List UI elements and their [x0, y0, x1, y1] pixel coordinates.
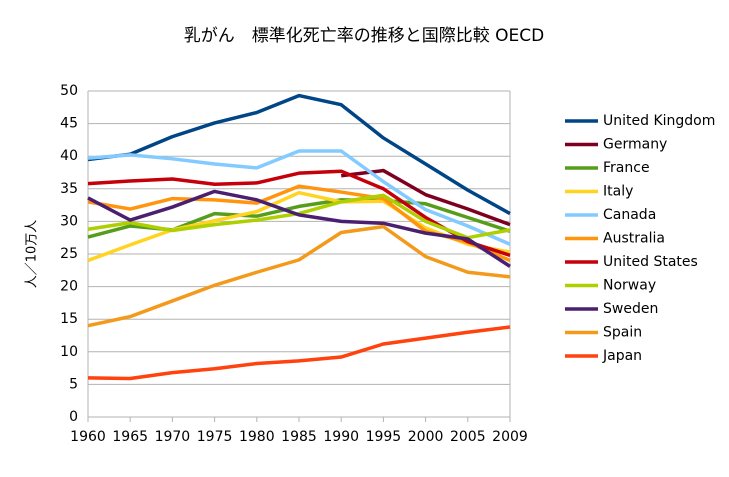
- x-tick-label: 1985: [281, 429, 317, 445]
- x-tick-label: 1960: [70, 429, 106, 445]
- y-tick-label: 45: [60, 116, 78, 132]
- series-line: [87, 149, 511, 246]
- series-line: [87, 325, 511, 381]
- x-tick-label: 1995: [366, 429, 402, 445]
- legend-label: Japan: [602, 348, 642, 364]
- y-axis-label: 人／10万人: [25, 220, 40, 289]
- legend-label: Canada: [603, 207, 656, 223]
- x-tick-label: 1980: [239, 429, 275, 445]
- x-tick-label: 1970: [155, 429, 191, 445]
- series-line: [87, 224, 511, 328]
- legend-label: France: [603, 160, 650, 176]
- x-tick-label: 2000: [408, 429, 444, 445]
- y-tick-label: 35: [60, 181, 78, 197]
- chart-title: 乳がん 標準化死亡率の推移と国際比較 OECD: [184, 26, 545, 46]
- series-line: [87, 93, 511, 216]
- y-tick-label: 40: [60, 148, 78, 164]
- legend-label: United Kingdom: [603, 113, 715, 129]
- y-tick-label: 0: [69, 409, 78, 425]
- legend-label: Sweden: [603, 301, 658, 317]
- y-tick-label: 15: [60, 311, 78, 327]
- legend-label: Australia: [603, 231, 665, 247]
- y-tick-label: 20: [60, 279, 78, 295]
- y-tick-label: 5: [69, 376, 78, 392]
- x-tick-label: 2005: [450, 429, 486, 445]
- legend-label: Germany: [603, 137, 667, 153]
- x-tick-label: 1965: [112, 429, 148, 445]
- y-tick-label: 30: [60, 213, 78, 229]
- y-tick-label: 25: [60, 246, 78, 262]
- legend-label: Norway: [603, 278, 656, 294]
- y-tick-label: 50: [60, 83, 78, 99]
- legend-label: Spain: [603, 325, 642, 341]
- series-line: [87, 189, 511, 268]
- legend-label: United States: [603, 254, 698, 270]
- x-tick-label: 2009: [492, 429, 528, 445]
- x-tick-label: 1975: [197, 429, 233, 445]
- legend-label: Italy: [603, 184, 633, 200]
- x-tick-label: 1990: [323, 429, 359, 445]
- y-tick-label: 10: [60, 344, 78, 360]
